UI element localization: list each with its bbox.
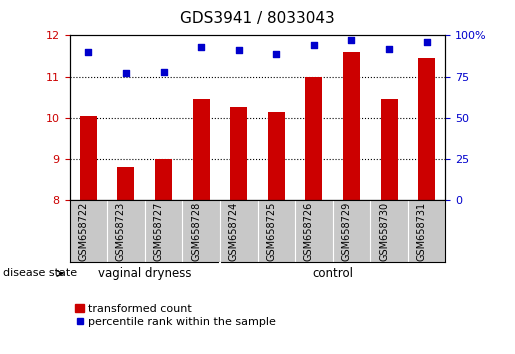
Point (160, 69, 168, 74)
Bar (155, 159, 172, 200)
Bar (381, 99, 398, 200)
Text: GSM658722: GSM658722 (78, 202, 89, 261)
Text: GSM658731: GSM658731 (417, 202, 427, 261)
Bar (230, 107, 247, 200)
Point (385, 46, 393, 51)
Text: GSM658724: GSM658724 (229, 202, 239, 261)
Point (197, 44, 205, 50)
Text: disease state: disease state (3, 268, 77, 279)
Bar (305, 76, 322, 200)
Point (347, 38, 355, 43)
Text: GSM658727: GSM658727 (153, 202, 164, 261)
Bar (268, 112, 285, 200)
Bar (193, 99, 210, 200)
Point (235, 47, 243, 53)
Bar (418, 58, 435, 200)
Bar (80, 116, 97, 200)
Point (122, 70, 130, 76)
Text: GSM658729: GSM658729 (341, 202, 351, 261)
Point (272, 51, 280, 56)
Point (423, 39, 431, 45)
Text: vaginal dryness: vaginal dryness (98, 267, 192, 280)
Text: GSM658730: GSM658730 (379, 202, 389, 261)
Text: GSM658723: GSM658723 (116, 202, 126, 261)
Text: GSM658728: GSM658728 (191, 202, 201, 261)
Point (310, 42, 318, 48)
Point (84, 49, 93, 55)
Legend: transformed count, percentile rank within the sample: transformed count, percentile rank withi… (75, 304, 276, 327)
Bar (343, 52, 360, 200)
Text: control: control (312, 267, 353, 280)
Text: GDS3941 / 8033043: GDS3941 / 8033043 (180, 11, 335, 25)
Bar (117, 167, 134, 200)
Text: GSM658726: GSM658726 (304, 202, 314, 261)
Text: GSM658725: GSM658725 (266, 202, 276, 261)
